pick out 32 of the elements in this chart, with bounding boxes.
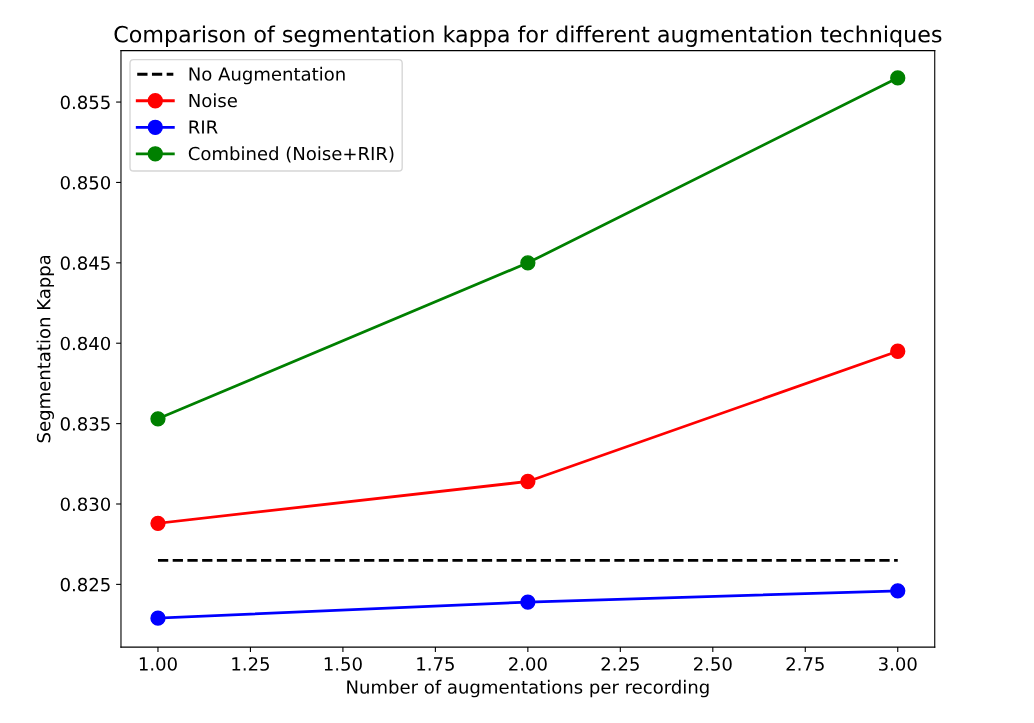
point — [520, 594, 536, 610]
y-tick-label: 0.825 — [60, 577, 110, 592]
y-tick-label: 0.845 — [60, 256, 110, 270]
x-tick-label: 2.50 — [694, 657, 732, 671]
legend-label: Noise — [189, 93, 237, 108]
point — [890, 583, 906, 599]
point — [890, 70, 906, 86]
y-axis-title: Segmentation Kappa — [36, 255, 55, 443]
x-tick-label: 1.75 — [417, 657, 454, 671]
y-tick-label: 0.855 — [60, 95, 110, 110]
x-tick-label: 2.00 — [509, 657, 547, 671]
point — [890, 343, 906, 359]
x-tick-label: 3.00 — [879, 657, 917, 671]
y-tick-label: 0.835 — [60, 417, 110, 431]
legend-label: No Augmentation — [189, 66, 345, 85]
point — [150, 610, 166, 626]
y-tick-label: 0.830 — [60, 497, 111, 512]
point — [520, 255, 536, 271]
x-tick-label: 1.00 — [139, 657, 177, 671]
y-tick-label: 0.850 — [60, 175, 111, 190]
legend-label: Combined (Noise+RIR) — [188, 146, 394, 163]
x-tick-label: 1.25 — [232, 657, 269, 671]
x-tick-label: 1.50 — [324, 657, 362, 671]
point — [150, 411, 166, 427]
point — [520, 473, 536, 490]
x-axis-title: Number of augmentations per recording — [347, 679, 709, 698]
y-tick-label: 0.840 — [60, 336, 111, 351]
point — [150, 515, 166, 531]
x-tick-label: 2.75 — [786, 657, 824, 671]
chart-title: Comparison of segmentation kappa for different augmentation techniques — [114, 25, 942, 47]
legend-label: RIR — [189, 120, 218, 134]
x-tick-label: 2.25 — [601, 657, 639, 671]
